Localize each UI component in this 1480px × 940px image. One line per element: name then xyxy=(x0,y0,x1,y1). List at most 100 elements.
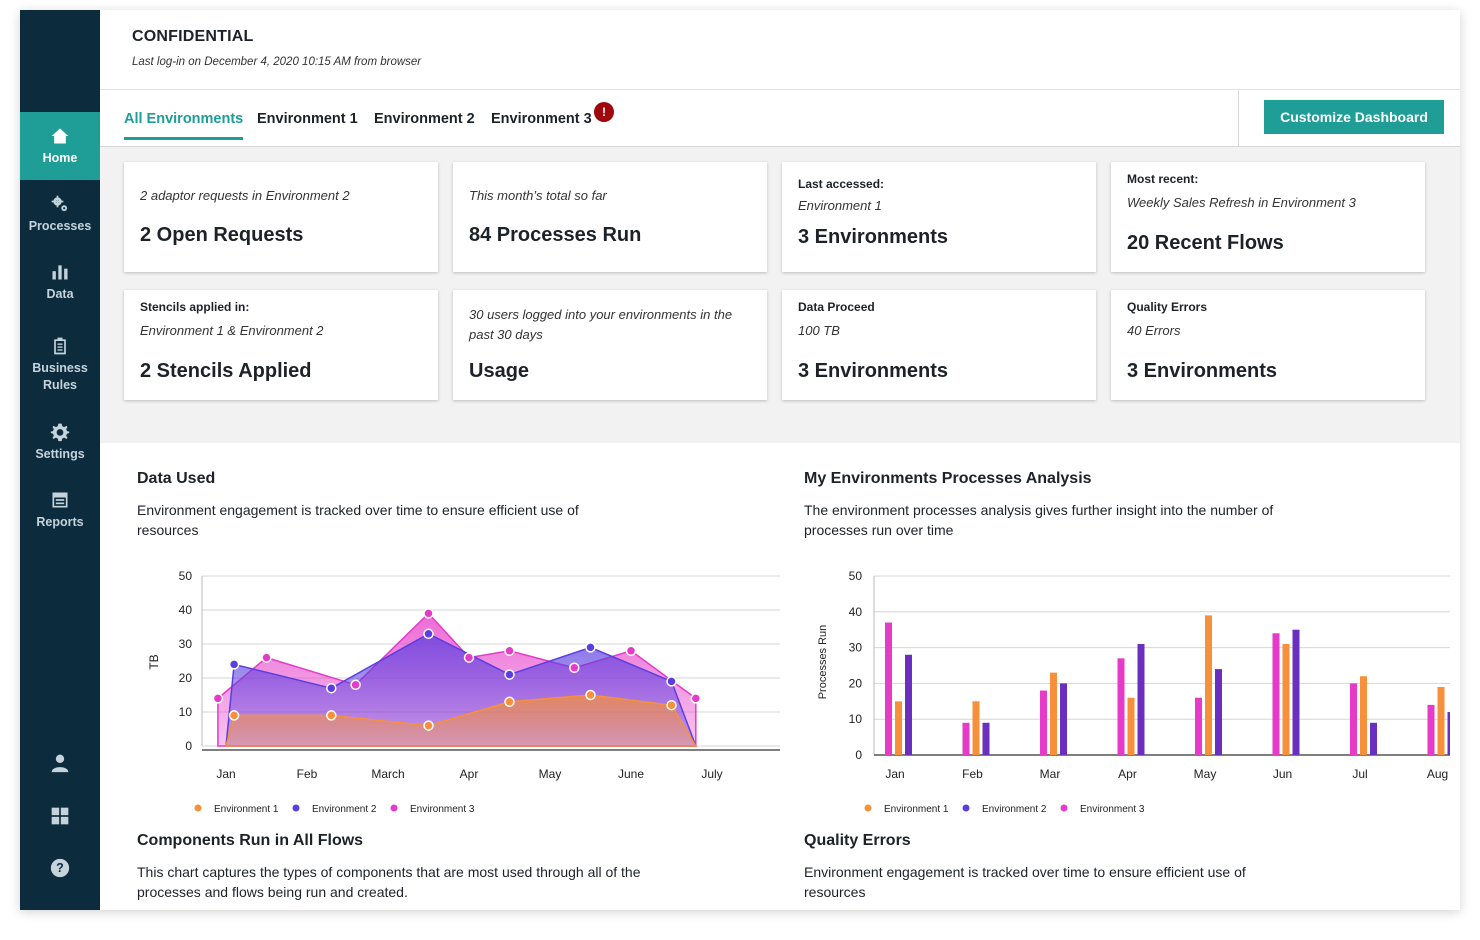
bar xyxy=(1282,644,1290,755)
page-title: CONFIDENTIAL xyxy=(132,28,254,45)
nav-settings-label: Settings xyxy=(35,446,85,461)
data-point xyxy=(423,608,434,619)
data-used-chart: 0 10 20 30 40 50 TB Jan Feb March Apr May June July En… xyxy=(147,569,780,815)
nav-data-label: Data xyxy=(46,286,74,301)
help-icon[interactable]: ? xyxy=(50,858,70,878)
card-desc: 40 Errors xyxy=(1127,323,1181,338)
svg-text:?: ? xyxy=(56,861,64,875)
nav-business-rules-label: Business Rules xyxy=(32,361,88,392)
home-icon xyxy=(51,128,69,143)
tab-environment-3[interactable]: Environment 3 xyxy=(491,111,592,127)
bar xyxy=(1127,697,1135,755)
nav-data[interactable]: Data xyxy=(20,248,100,316)
gears-icon xyxy=(51,195,68,211)
bar xyxy=(1117,658,1125,755)
x-tick-label: Apr xyxy=(460,767,479,781)
legend-swatch xyxy=(962,804,970,812)
bar xyxy=(1437,686,1445,755)
customize-dashboard-button[interactable]: Customize Dashboard xyxy=(1264,100,1444,134)
card-value: 2 Open Requests xyxy=(140,224,304,246)
card-quality-errors[interactable]: Quality Errors 40 Errors 3 Environments xyxy=(1111,290,1425,400)
legend-label: Environment 3 xyxy=(410,804,475,815)
data-point xyxy=(569,662,580,674)
clipboard-icon xyxy=(54,337,66,355)
nav-reports[interactable]: Reports xyxy=(20,476,100,544)
bar xyxy=(1447,712,1450,755)
y-tick-label: 40 xyxy=(849,605,863,619)
bar xyxy=(1040,690,1047,755)
processes-analysis-title: My Environments Processes Analysis xyxy=(804,470,1092,487)
summary-cards: 2 adaptor requests in Environment 2 2 Op… xyxy=(100,147,1460,443)
x-tick-label: Jan xyxy=(216,767,235,781)
bar xyxy=(982,722,990,755)
card-desc: 30 users logged into your environments i… xyxy=(469,307,733,342)
bar xyxy=(1370,722,1377,755)
bar xyxy=(1215,669,1222,755)
nav-processes-label: Processes xyxy=(28,218,92,233)
y-tick-label: 0 xyxy=(185,739,192,753)
tab-environment-1[interactable]: Environment 1 xyxy=(257,111,358,127)
card-label: Stencils applied in: xyxy=(140,300,250,314)
card-recent-flows[interactable]: Most recent: Weekly Sales Refresh in Env… xyxy=(1111,162,1425,272)
bar xyxy=(972,701,980,755)
bar xyxy=(1060,683,1067,755)
card-value: 3 Environments xyxy=(1127,360,1278,382)
gear-icon xyxy=(50,423,70,441)
card-data-proceed[interactable]: Data Proceed 100 TB 3 Environments xyxy=(782,290,1096,400)
card-open-requests[interactable]: 2 adaptor requests in Environment 2 2 Op… xyxy=(124,162,438,272)
x-tick-label: Mar xyxy=(1040,767,1061,781)
components-desc: This chart captures the types of compone… xyxy=(137,864,641,900)
apps-grid-icon[interactable] xyxy=(50,806,70,826)
card-label: Last accessed: xyxy=(798,177,885,191)
x-tick-label: May xyxy=(1194,767,1217,781)
data-point xyxy=(350,679,361,691)
y-axis-label: TB xyxy=(147,654,161,669)
data-point xyxy=(261,652,272,663)
tab-environment-2[interactable]: Environment 2 xyxy=(374,111,475,127)
x-tick-label: March xyxy=(371,767,404,781)
x-tick-label: Feb xyxy=(962,767,983,781)
nav-business-rules[interactable]: Business Rules xyxy=(20,325,100,405)
card-value: 84 Processes Run xyxy=(469,224,642,246)
nav-processes[interactable]: Processes xyxy=(20,180,100,248)
tab-all-environments[interactable]: All Environments xyxy=(124,111,244,140)
x-tick-label: Jul xyxy=(1352,767,1367,781)
card-usage[interactable]: 30 users logged into your environments i… xyxy=(453,290,767,400)
data-point xyxy=(666,699,677,711)
nav-home[interactable]: Home xyxy=(20,112,100,180)
header: CONFIDENTIAL Last log-in on December 4, … xyxy=(100,10,1460,90)
card-desc: Environment 1 xyxy=(798,198,882,213)
card-processes-run[interactable]: This month’s total so far 84 Processes R… xyxy=(453,162,767,272)
card-desc: 2 adaptor requests in Environment 2 xyxy=(140,188,350,203)
data-point xyxy=(326,710,337,721)
bar xyxy=(1360,676,1367,755)
y-tick-label: 10 xyxy=(179,705,193,719)
bar xyxy=(1195,697,1202,755)
card-label: Most recent: xyxy=(1127,172,1199,186)
card-stencils[interactable]: Stencils applied in: Environment 1 & Env… xyxy=(124,290,438,400)
card-value: 3 Environments xyxy=(798,360,949,382)
y-tick-label: 20 xyxy=(849,676,863,690)
data-point xyxy=(504,645,515,657)
user-icon[interactable] xyxy=(50,753,70,773)
card-label: Quality Errors xyxy=(1127,300,1208,314)
bar xyxy=(885,622,892,755)
card-value: 20 Recent Flows xyxy=(1127,232,1284,254)
card-value: 3 Environments xyxy=(798,226,949,248)
y-tick-label: 30 xyxy=(849,641,863,655)
nav-reports-label: Reports xyxy=(36,514,84,529)
nav-settings[interactable]: Settings xyxy=(20,408,100,476)
bar xyxy=(905,654,912,755)
y-tick-label: 30 xyxy=(179,637,193,651)
data-point xyxy=(423,628,434,640)
processes-analysis-chart: 0 10 20 30 40 50 Processes Run Jan Feb Mar Apr May J… xyxy=(817,569,1450,815)
card-last-accessed[interactable]: Last accessed: Environment 1 3 Environme… xyxy=(782,162,1096,272)
bar xyxy=(1137,644,1145,755)
legend-label: Environment 1 xyxy=(884,804,949,815)
card-desc: This month’s total so far xyxy=(469,188,607,203)
card-desc: Weekly Sales Refresh in Environment 3 xyxy=(1127,195,1356,210)
bar xyxy=(1205,615,1212,755)
data-point xyxy=(228,659,240,670)
data-point xyxy=(423,720,434,731)
alert-badge: ! xyxy=(594,102,614,122)
